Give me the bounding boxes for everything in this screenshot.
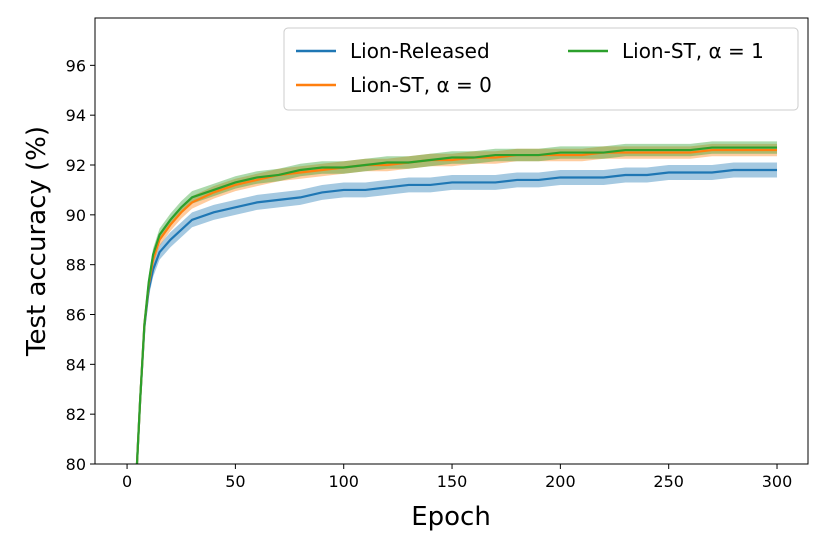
legend-label: Lion-ST, α = 0 — [350, 73, 492, 97]
confidence-band — [136, 143, 778, 464]
legend-label: Lion-ST, α = 1 — [622, 39, 764, 63]
x-tick-label: 50 — [225, 472, 245, 491]
plot-area — [135, 141, 778, 464]
series-line — [135, 148, 778, 464]
y-tick-label: 90 — [66, 206, 86, 225]
x-axis-label: Epoch — [411, 502, 491, 532]
y-tick-label: 94 — [66, 106, 86, 125]
y-tick-label: 88 — [66, 256, 86, 275]
confidence-band — [136, 162, 778, 464]
confidence-band — [136, 141, 778, 464]
x-tick-label: 150 — [437, 472, 468, 491]
plot-frame — [94, 17, 809, 465]
x-tick-label: 0 — [122, 472, 132, 491]
y-axis-label: Test accuracy (%) — [22, 126, 52, 357]
x-tick-label: 200 — [545, 472, 576, 491]
x-tick-label: 100 — [328, 472, 359, 491]
legend-label: Lion-Released — [350, 39, 490, 63]
y-tick-label: 96 — [66, 56, 86, 75]
y-tick-label: 80 — [66, 455, 86, 474]
y-tick-label: 86 — [66, 306, 86, 325]
x-tick-label: 300 — [762, 472, 793, 491]
x-tick-label: 250 — [653, 472, 684, 491]
legend-box — [283, 27, 799, 111]
series-line — [135, 168, 778, 464]
y-tick-label: 84 — [66, 355, 86, 374]
y-tick-label: 92 — [66, 156, 86, 175]
series-line — [135, 146, 778, 464]
y-tick-label: 82 — [66, 405, 86, 424]
